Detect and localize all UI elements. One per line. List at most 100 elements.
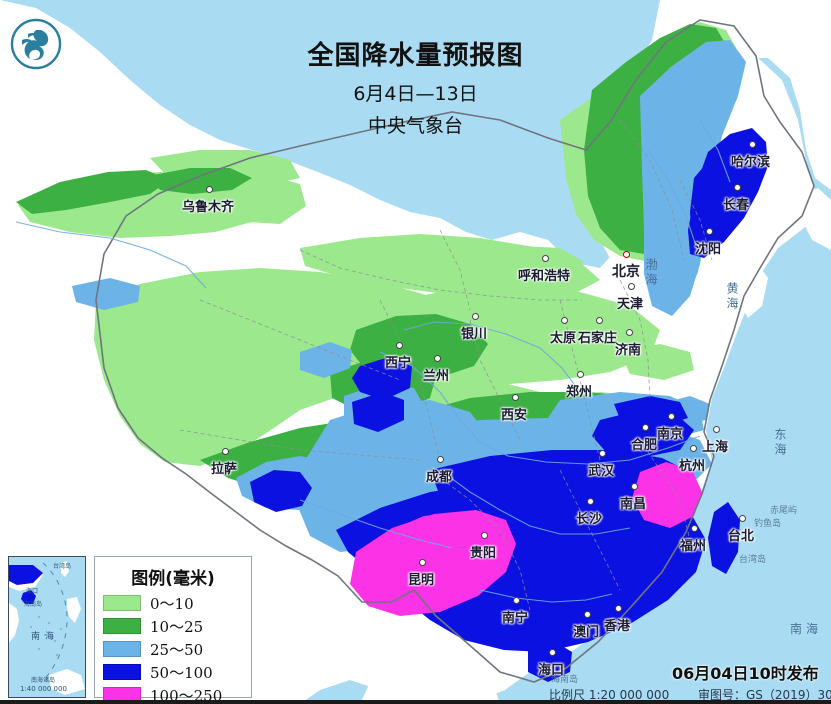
city-label-31: 澳门 [573,625,600,640]
publish-time: 06月04日10时发布 [672,664,819,683]
city-marker-dot [668,413,675,420]
legend-item: 10～25 [103,616,243,636]
city-marker-dot [472,313,479,320]
legend-label: 25～50 [150,640,204,659]
province-borders [179,119,713,611]
legend-label: 10～25 [150,617,204,636]
city-marker-dot [713,426,720,433]
precip-band-100-250 [350,462,702,616]
city-marker-dot [599,450,606,457]
legend-rows: 0～10 10～25 25～50 50～100 100～250 [103,593,243,704]
city-marker-dot [642,424,649,431]
city-label-20: 杭州 [679,459,706,474]
rivers [15,119,731,603]
city-label-19: 上海 [702,440,729,455]
city-marker-dot [615,605,622,612]
inset-taiwan [61,561,69,577]
city-marker-dot [437,456,444,463]
city-marker-dot [584,611,591,618]
city-marker-dot [706,228,713,235]
city-label-28: 南宁 [502,611,529,626]
city-label-30: 香港 [604,619,631,634]
city-marker-dot [748,141,756,148]
legend-swatch [103,618,141,634]
city-label-24: 福州 [680,539,707,554]
city-marker-dot [631,483,638,490]
city-marker-dot [419,559,426,566]
inset-haikou-label: 海口 [26,588,39,595]
city-label-11: 郑州 [566,385,593,400]
city-label-7: 天津 [617,297,644,312]
city-marker-dot [542,255,549,262]
city-marker-dot [206,186,213,193]
city-label-21: 武汉 [588,464,615,479]
city-label-1: 拉萨 [211,462,238,477]
geo-label-1: 钓鱼岛 [754,519,782,529]
city-marker-dot [595,317,603,324]
inset-hainan [21,590,36,604]
cma-dragon-logo [8,16,64,72]
inset-south-china-sea-label: 南海 [31,632,60,642]
city-marker-dot [623,251,630,258]
inset-scale-label: 1:40 000 000 [20,685,67,693]
sea-label-2: 东海 [773,428,787,458]
inset-islands-label: 南海诸岛 [31,677,56,684]
city-label-12: 西安 [501,408,528,423]
city-marker-dot [396,342,403,349]
inset-borneo [49,669,85,695]
city-marker-dot [222,448,229,455]
geo-label-2: 赤尾屿 [770,506,798,516]
legend-swatch [103,641,141,657]
legend-label: 0～10 [150,594,194,613]
sea-label-3: 南海 [790,622,823,636]
geo-label-0: 海南岛 [551,675,579,685]
legend-label: 100～250 [150,686,223,704]
legend-item: 0～10 [103,593,243,613]
national-boundary [95,19,815,683]
city-marker-dot [549,649,556,656]
city-label-13: 成都 [426,470,453,485]
map-review-number: 审图号：GS（2019）3082号 [698,688,831,702]
korea-landmass [738,262,768,318]
city-label-6: 北京 [612,264,640,280]
inset-philippines [67,597,81,623]
city-label-27: 昆明 [408,573,435,588]
city-label-9: 石家庄 [578,331,618,346]
city-label-17: 合肥 [631,438,658,453]
city-label-15: 长春 [723,198,750,213]
inset-guangdong-blue [9,565,43,585]
legend-swatch [103,664,141,680]
city-label-22: 南昌 [620,497,647,512]
city-label-2: 西宁 [385,356,412,371]
city-marker-dot [561,317,568,324]
map-scale: 比例尺 1:20 000 000 [549,688,670,702]
city-label-25: 台北 [728,529,755,544]
city-marker-dot [577,371,584,378]
city-label-10: 济南 [615,343,642,358]
city-label-0: 乌鲁木齐 [182,200,235,215]
city-label-29: 海口 [538,663,565,678]
city-marker-dot [739,515,746,522]
inset-taiwan-label: 台湾岛 [53,563,72,570]
inset-hainan-island-label: 海南岛 [24,601,43,608]
legend-label: 50～100 [150,663,213,682]
city-marker-dot [434,355,441,362]
city-label-14: 哈尔滨 [731,155,771,170]
city-label-18: 南京 [657,427,684,442]
geo-label-3: 台湾岛 [739,555,767,565]
sea-label-0: 渤海 [644,258,658,288]
south-china-sea-inset: 台湾岛 海口 海南岛 南海 南海诸岛 1:40 000 000 [8,556,86,698]
legend-item: 25～50 [103,639,243,659]
inset-nine-dash-line [42,562,68,682]
city-marker-dot [481,532,488,539]
city-marker-dot [734,184,741,191]
city-label-16: 沈阳 [695,242,722,257]
city-marker-dot [512,394,519,401]
sea-label-1: 黄海 [725,282,739,312]
city-marker-dot [513,597,520,604]
city-marker-dot [691,525,698,532]
footer-bar [0,700,831,704]
legend-swatch [103,595,141,611]
